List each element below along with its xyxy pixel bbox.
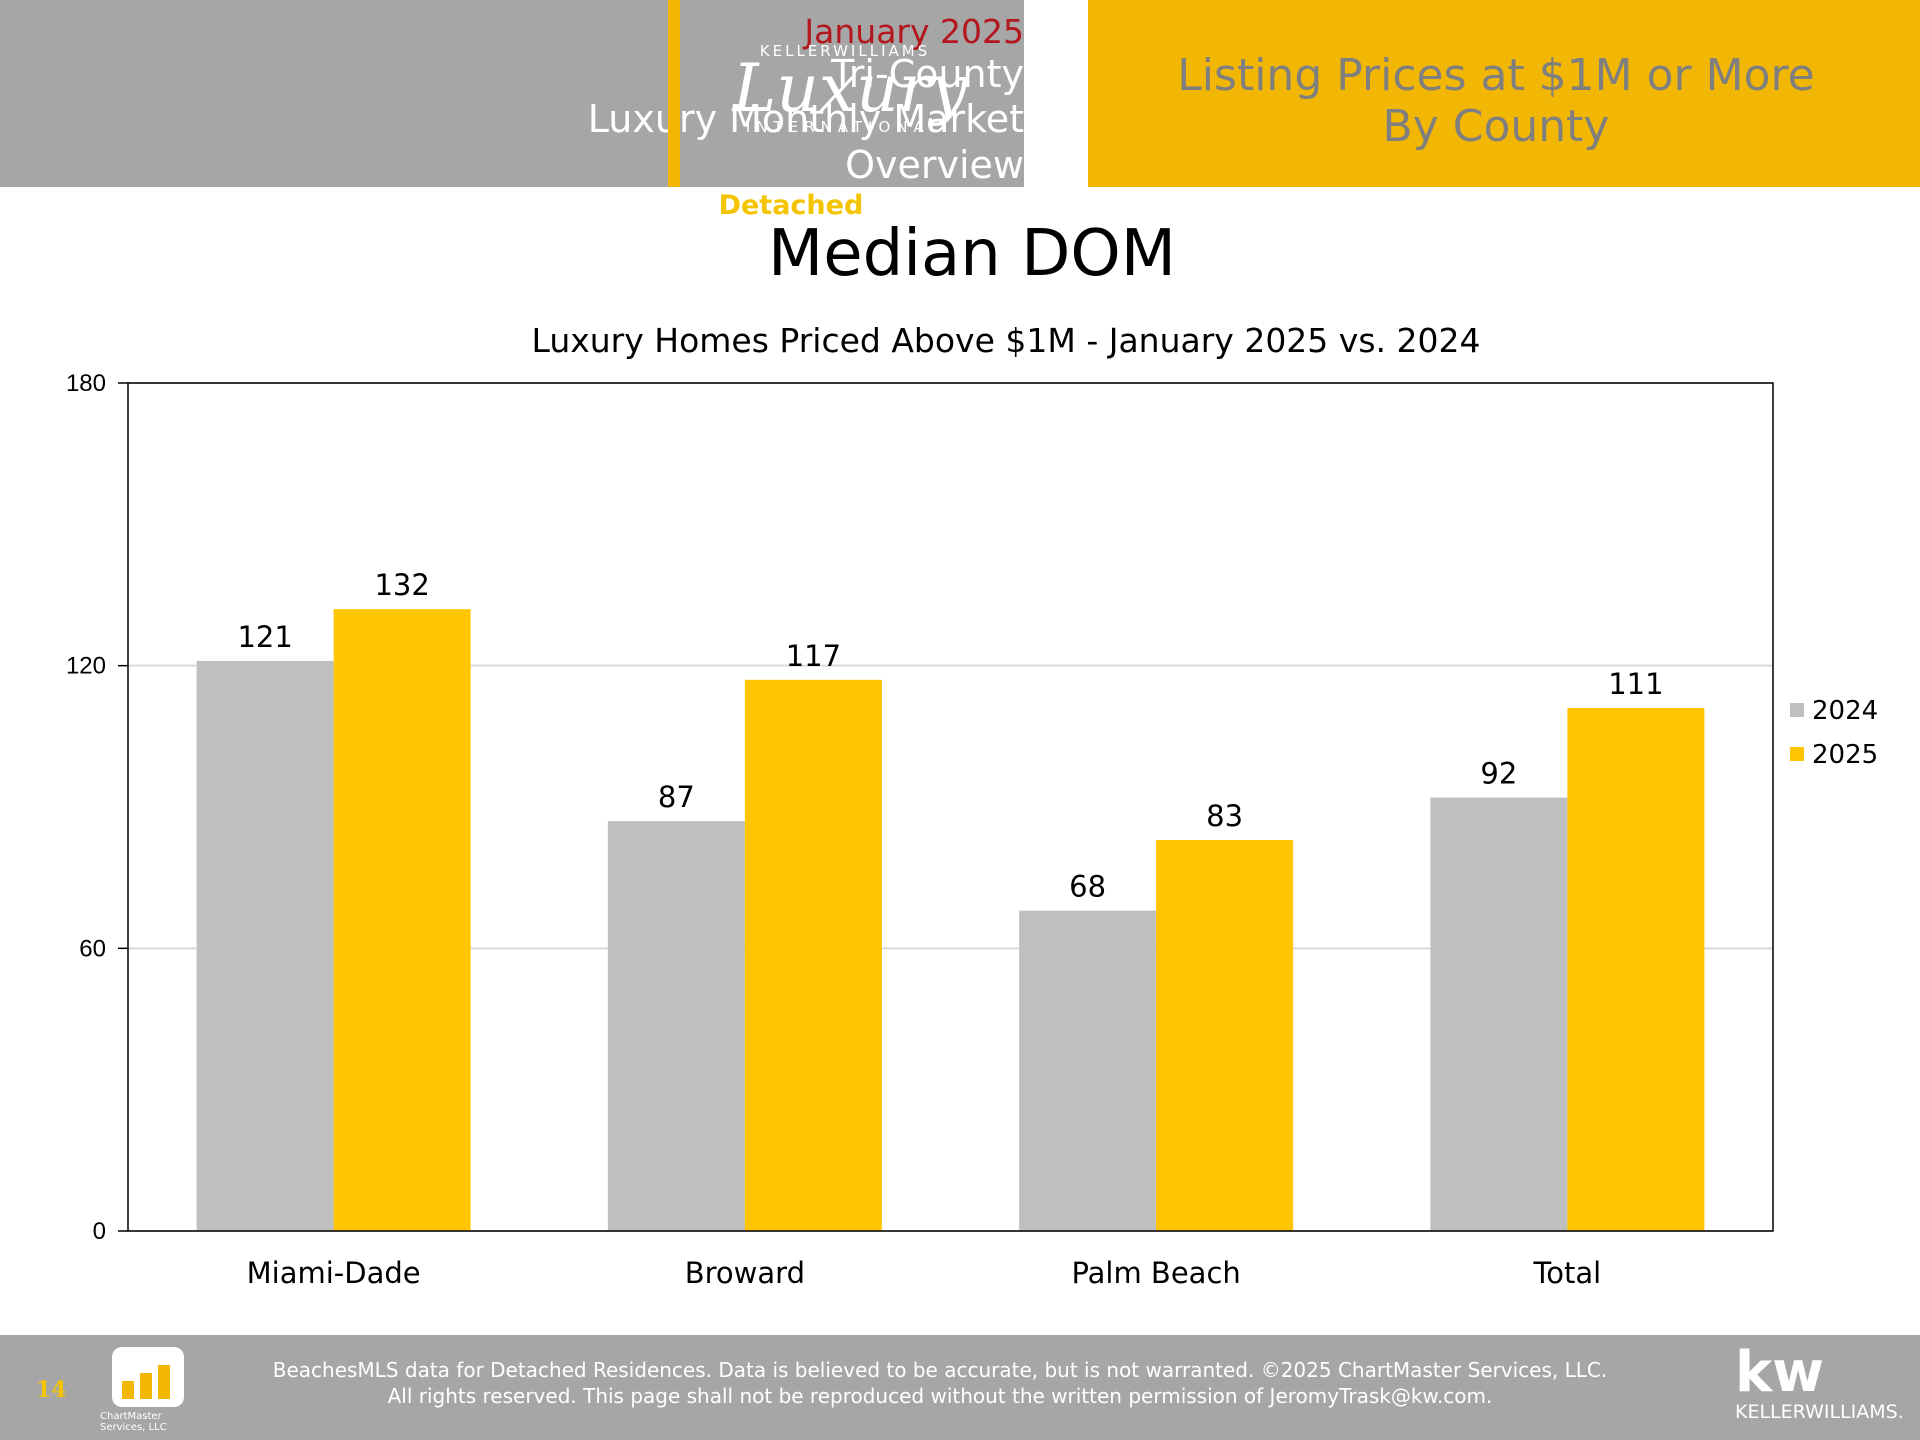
category-label: Broward	[685, 1256, 805, 1290]
chart-subtitle: Luxury Homes Priced Above $1M - January …	[532, 321, 1481, 360]
logo-bar	[122, 1381, 134, 1399]
disclaimer-line2: All rights reserved. This page shall not…	[387, 1384, 1493, 1408]
chartmaster-logo-icon	[112, 1347, 184, 1407]
logo-script-text: Luxury	[732, 50, 968, 127]
data-label: 87	[658, 780, 695, 814]
logo-bar	[158, 1365, 170, 1399]
header-left-panel: January 2025 Tri-County Luxury Monthly M…	[0, 0, 1024, 221]
legend-label: 2025	[1812, 740, 1878, 770]
bar-2024	[607, 821, 745, 1231]
y-tick-label: 0	[93, 1218, 106, 1245]
section-heading-line1: Listing Prices at $1M or More	[1177, 50, 1815, 101]
data-label: 111	[1608, 667, 1663, 701]
footer-disclaimer: BeachesMLS data for Detached Residences.…	[230, 1357, 1650, 1409]
y-tick-label: 120	[66, 653, 106, 680]
footer: 14 ChartMaster Services, LLC BeachesMLS …	[0, 1335, 1920, 1440]
subtitle-highlight: Detached	[718, 190, 864, 221]
header-divider	[668, 0, 680, 187]
bar-2024	[1019, 910, 1157, 1231]
chart-title: Median DOM	[768, 217, 1176, 291]
data-label: 92	[1480, 757, 1517, 791]
chartmaster-logo-text: ChartMaster Services, LLC	[100, 1411, 167, 1433]
bar-2025	[1156, 839, 1294, 1231]
data-label: 117	[786, 639, 841, 673]
subtitle-post: Residences	[871, 190, 1024, 221]
bar-2025	[1567, 708, 1705, 1231]
report-date: January 2025	[804, 12, 1024, 51]
kw-luxury-logo: KELLERWILLIAMS Luxury INTERNATIONAL	[690, 0, 1024, 187]
legend-label: 2024	[1812, 696, 1878, 726]
header-text-block: January 2025 Tri-County Luxury Monthly M…	[402, 12, 1025, 224]
y-tick-label: 180	[66, 370, 106, 397]
logo-bar	[140, 1373, 152, 1399]
bar-2025	[333, 609, 471, 1231]
kw-footer-logo: kw KELLERWILLIAMS.	[1735, 1340, 1904, 1424]
logo-top-text: KELLERWILLIAMS	[759, 42, 931, 60]
kw-name: KELLERWILLIAMS.	[1735, 1401, 1904, 1423]
header-right-panel: Listing Prices at $1M or More By County	[1088, 0, 1920, 187]
page-number: 14	[36, 1377, 67, 1403]
legend: 2024 2025	[1790, 696, 1878, 770]
logo-bottom-text: INTERNATIONAL	[745, 118, 945, 136]
category-label: Miami-Dade	[247, 1256, 421, 1290]
subtitle-pre: Single Family	[531, 190, 710, 221]
disclaimer-line1: BeachesMLS data for Detached Residences.…	[272, 1358, 1608, 1382]
data-label: 83	[1206, 799, 1243, 833]
plot-frame	[127, 382, 1774, 1232]
bar-2024	[196, 660, 334, 1231]
report-subtitle: Single Family Detached Residences	[402, 188, 1025, 224]
kw-mark: kw	[1735, 1340, 1824, 1405]
data-label: 68	[1069, 870, 1106, 904]
legend-swatch	[1790, 703, 1804, 717]
section-heading: Listing Prices at $1M or More By County	[1088, 50, 1904, 152]
y-tick-label: 60	[79, 935, 106, 962]
labels: 0 60 120 180 121 132 Miami-Dade 87 117 Broward 68 8…	[66, 370, 1664, 1290]
bars	[196, 609, 1705, 1231]
legend-swatch	[1790, 747, 1804, 761]
category-label: Palm Beach	[1071, 1256, 1240, 1290]
category-label: Total	[1533, 1256, 1602, 1290]
bar-2024	[1430, 797, 1568, 1231]
data-label: 132	[374, 568, 429, 602]
median-dom-chart: Median DOM Luxury Homes Priced Above $1M…	[66, 217, 1878, 1290]
section-heading-line2: By County	[1382, 101, 1610, 152]
bar-2025	[744, 679, 882, 1231]
report-title: Luxury Monthly Market Overview	[587, 97, 1024, 187]
report-region: Tri-County	[831, 52, 1024, 96]
data-label: 121	[237, 620, 292, 654]
